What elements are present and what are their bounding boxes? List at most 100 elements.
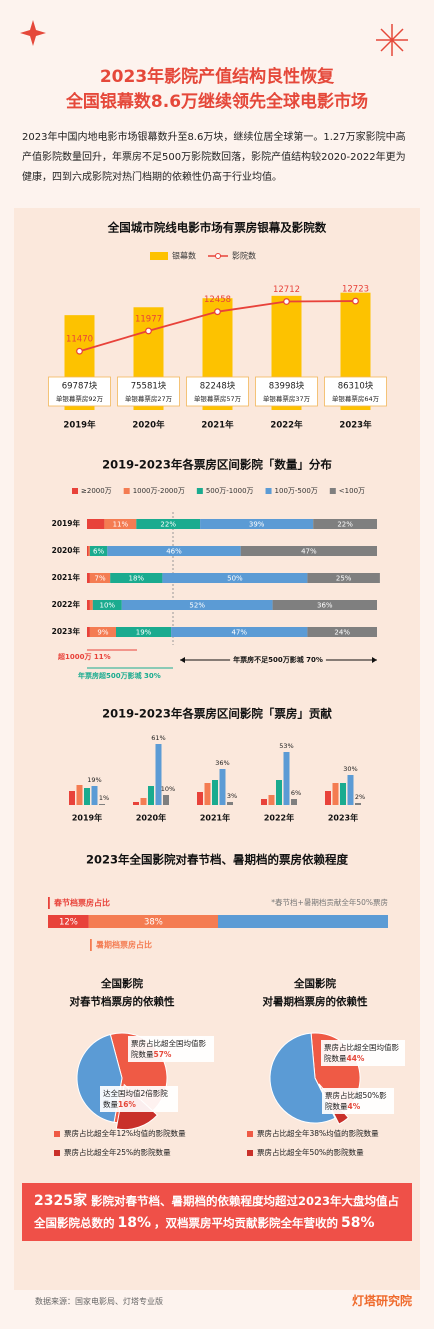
bar xyxy=(340,783,346,805)
line-label: 12712 xyxy=(273,285,300,295)
legend-swatch xyxy=(90,939,92,951)
annotation: 年票房超500万影城 30% xyxy=(78,671,161,680)
x-tick-label: 2020年 xyxy=(136,813,166,823)
intro: 2023年中国内地电影市场银幕数升至8.6万块，继续位居全球第一。1.27万家影… xyxy=(22,132,406,183)
bar-segment xyxy=(48,915,89,928)
bar xyxy=(325,791,331,805)
bar xyxy=(227,802,233,805)
legend-swatch xyxy=(54,1131,60,1137)
bar-label: 47% xyxy=(301,548,317,556)
bar-label: 36% xyxy=(215,759,229,767)
bar xyxy=(219,769,226,805)
label-box xyxy=(48,376,111,407)
bar xyxy=(140,798,147,805)
bar xyxy=(155,744,162,805)
bar-segment xyxy=(89,546,108,556)
chart-title: 全国城市院线电影市场有票房银幕及影院数 xyxy=(107,221,327,235)
x-tick-label: 2019年 xyxy=(63,420,96,431)
bar-segment xyxy=(89,573,111,583)
bar-label: 83998块 xyxy=(269,381,305,392)
annotation: 单银幕票房92万 xyxy=(56,394,104,403)
y-tick-label: 2022年 xyxy=(52,599,81,609)
title-line: 2023年影院产值结构良性恢复 xyxy=(99,67,335,87)
legend-label: 1000万-2000万 xyxy=(133,487,185,495)
bar xyxy=(291,799,297,805)
bar-segment xyxy=(136,519,201,529)
bar-label: 6% xyxy=(291,789,301,797)
x-tick-label: 2023年 xyxy=(328,813,358,823)
summary-part: ，双档票房平均贡献影院全年营收的 xyxy=(154,1216,339,1230)
legend-label: 100万-500万 xyxy=(275,487,318,495)
summary: 2325家 影院对春节档、暑期档的依赖程度均超过2023年大盘均值占全国影院总数的… xyxy=(22,1183,412,1241)
line-point xyxy=(76,347,83,355)
bar-label: 50% xyxy=(227,575,243,583)
bar-label: 61% xyxy=(151,734,165,742)
bar-label: 52% xyxy=(189,602,205,610)
legend-label: ≥2000万 xyxy=(81,487,112,495)
y-tick-label: 2023年 xyxy=(52,626,81,636)
bar xyxy=(99,804,105,805)
bar-segment xyxy=(307,573,380,583)
callout: 票房占比超全国均值影院数量44% xyxy=(321,1040,405,1066)
bar-label: 47% xyxy=(231,629,247,637)
label-box xyxy=(255,376,318,407)
summary-part: 18% xyxy=(117,1215,152,1231)
legend-label: 票房占比超全年12%均值的影院数量 xyxy=(64,1128,186,1138)
label-box xyxy=(186,376,249,407)
bar-segment xyxy=(89,600,93,610)
bar-label: 9% xyxy=(97,629,108,637)
legend-swatch xyxy=(196,488,203,494)
bar xyxy=(204,783,211,805)
callout: 票房占比超50%影院数量4% xyxy=(322,1088,394,1114)
bar xyxy=(268,795,275,805)
bar-label: 39% xyxy=(249,521,265,529)
legend-label: <100万 xyxy=(339,487,365,495)
burst xyxy=(376,24,408,56)
line-point xyxy=(214,308,221,316)
legend-swatch xyxy=(215,253,221,259)
bar-label: 10% xyxy=(161,785,175,793)
x-tick-label: 2022年 xyxy=(264,813,294,823)
bar-segment xyxy=(162,573,308,583)
summary-part: 影院对春节档、暑期档的依赖程度均超过2023年大盘均值占全国影院总数的 xyxy=(34,1194,399,1230)
legend-label: 影院数 xyxy=(232,251,256,261)
bar-segment xyxy=(87,519,105,529)
bar-segment xyxy=(171,627,308,637)
chart-title: 全国影院 xyxy=(100,977,143,990)
annotation: 超1000万 11% xyxy=(58,652,111,661)
bar-label: 46% xyxy=(166,548,182,556)
bar xyxy=(148,786,154,805)
label-box xyxy=(117,376,180,407)
callout-label: 票房占比超全国均值影院数量 xyxy=(324,1043,399,1063)
bar-segment xyxy=(272,600,377,610)
bar-label: 53% xyxy=(279,742,293,750)
bar xyxy=(332,783,339,805)
bar xyxy=(76,785,83,805)
y-tick-label: 2020年 xyxy=(52,545,81,555)
bar-label: 75581块 xyxy=(131,381,167,392)
label-bg xyxy=(230,655,326,664)
legend-swatch xyxy=(247,1131,253,1137)
legend-label: 银幕数 xyxy=(172,251,196,261)
bar-label: 12% xyxy=(59,918,78,928)
legend-swatch xyxy=(247,1150,253,1156)
bar-label: 86310块 xyxy=(338,381,374,392)
bar-label: 19% xyxy=(136,629,152,637)
callout-value: 4% xyxy=(347,1102,361,1111)
bar-segment xyxy=(89,627,116,637)
bar-segment xyxy=(200,519,314,529)
title-line: 全国银幕数8.6万继续领先全球电影市场 xyxy=(65,92,369,112)
bar-segment xyxy=(110,573,163,583)
bar-label: 22% xyxy=(337,521,353,529)
x-tick-label: 2021年 xyxy=(201,420,234,431)
callout-label: 票房占比超50%影院数量 xyxy=(325,1091,387,1111)
bar-label: 1% xyxy=(99,794,109,802)
callout-value: 57% xyxy=(153,1050,172,1059)
bar-segment xyxy=(313,519,377,529)
bar-label: 82248块 xyxy=(200,381,236,392)
legend-swatch xyxy=(54,1150,60,1156)
bar-segment xyxy=(88,915,218,928)
callout: 达全国均值2倍影院数量16% xyxy=(100,1086,178,1112)
y-tick-label: 2021年 xyxy=(52,572,81,582)
